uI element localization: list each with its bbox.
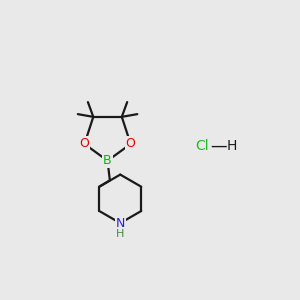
Text: H: H (116, 229, 124, 239)
Text: Cl: Cl (195, 139, 209, 153)
Text: B: B (103, 154, 112, 167)
Text: O: O (126, 137, 136, 151)
Text: N: N (116, 217, 125, 230)
Text: —: — (210, 137, 227, 155)
Text: O: O (80, 137, 89, 151)
Text: H: H (227, 139, 238, 153)
